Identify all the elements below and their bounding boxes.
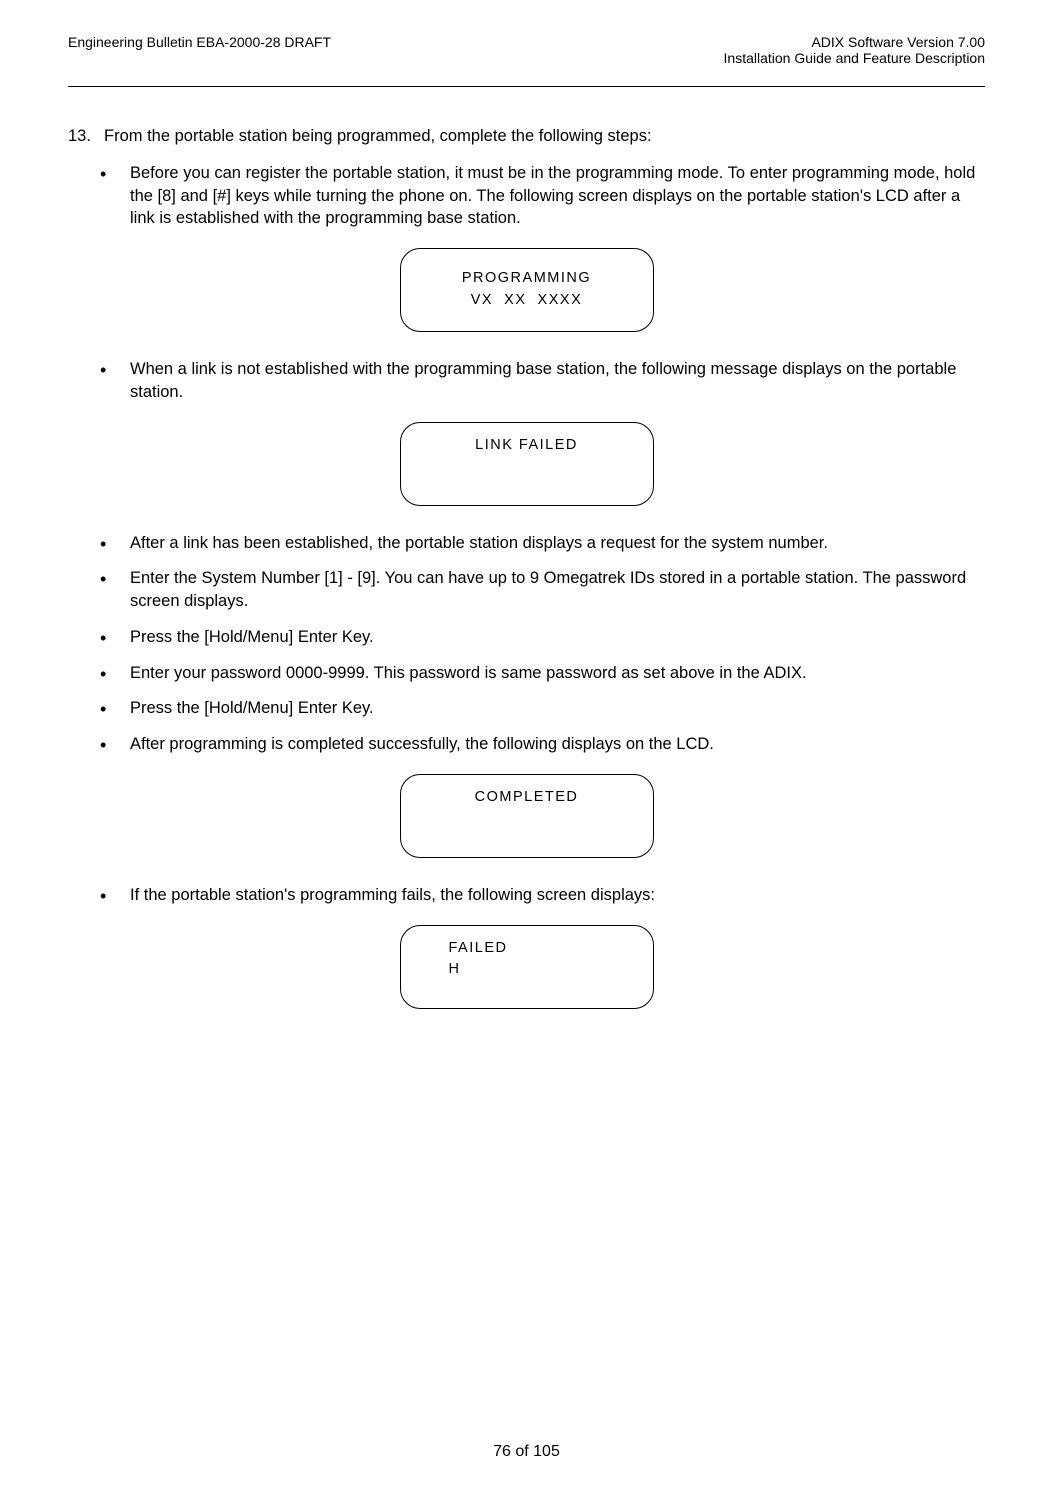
lcd-link-failed-wrap: LINK FAILED: [68, 422, 985, 506]
bullet-list: Before you can register the portable sta…: [68, 162, 985, 230]
step-text: From the portable station being programm…: [104, 125, 985, 148]
bullet-4: Enter the System Number [1] - [9]. You c…: [100, 567, 985, 613]
step-number: 13.: [68, 125, 104, 148]
lcd-failed-wrap: FAILED H: [68, 925, 985, 1009]
bullet-list-3: After a link has been established, the p…: [68, 532, 985, 756]
lcd-completed: COMPLETED: [400, 774, 654, 858]
header-right: ADIX Software Version 7.00 Installation …: [724, 34, 985, 66]
page-header: Engineering Bulletin EBA-2000-28 DRAFT A…: [68, 34, 985, 66]
lcd-programming: PROGRAMMING VX XX XXXX: [400, 248, 654, 332]
bullet-list-4: If the portable station's programming fa…: [68, 884, 985, 907]
header-right-line2: Installation Guide and Feature Descripti…: [724, 50, 985, 66]
lcd-completed-line: COMPLETED: [475, 787, 579, 809]
bullet-2: When a link is not established with the …: [100, 358, 985, 404]
lcd-failed-line1: FAILED: [449, 938, 627, 960]
bullet-1: Before you can register the portable sta…: [100, 162, 985, 230]
lcd-failed-line2: H: [449, 959, 627, 981]
bullet-8: After programming is completed successfu…: [100, 733, 985, 756]
lcd-programming-line1: PROGRAMMING: [462, 268, 591, 290]
header-right-line1: ADIX Software Version 7.00: [724, 34, 985, 50]
lcd-failed: FAILED H: [400, 925, 654, 1009]
lcd-link-failed: LINK FAILED: [400, 422, 654, 506]
step-13: 13. From the portable station being prog…: [68, 125, 985, 148]
bullet-5: Press the [Hold/Menu] Enter Key.: [100, 626, 985, 649]
page-footer: 76 of 105: [0, 1443, 1053, 1461]
lcd-completed-wrap: COMPLETED: [68, 774, 985, 858]
bullet-3: After a link has been established, the p…: [100, 532, 985, 555]
lcd-programming-wrap: PROGRAMMING VX XX XXXX: [68, 248, 985, 332]
bullet-9: If the portable station's programming fa…: [100, 884, 985, 907]
bullet-7: Press the [Hold/Menu] Enter Key.: [100, 697, 985, 720]
bullet-6: Enter your password 0000-9999. This pass…: [100, 662, 985, 685]
header-left: Engineering Bulletin EBA-2000-28 DRAFT: [68, 34, 331, 66]
content: 13. From the portable station being prog…: [68, 87, 985, 1009]
bullet-list-2: When a link is not established with the …: [68, 358, 985, 404]
lcd-link-failed-line: LINK FAILED: [475, 435, 578, 457]
lcd-programming-line2: VX XX XXXX: [471, 290, 583, 312]
